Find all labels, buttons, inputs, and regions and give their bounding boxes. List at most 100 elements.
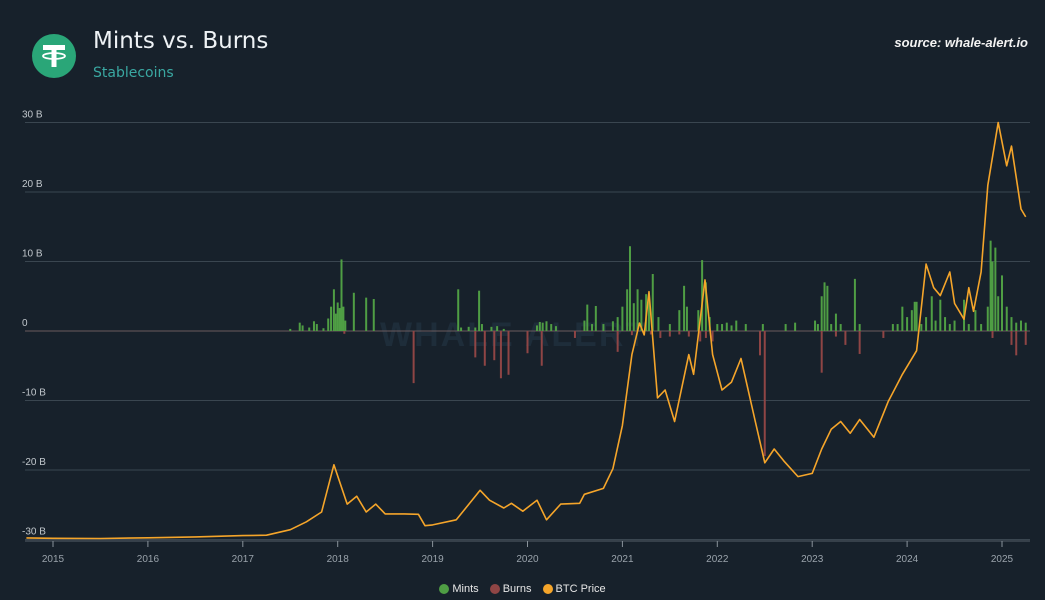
mint-bar bbox=[496, 326, 499, 331]
mint-bar bbox=[365, 297, 368, 331]
mint-bar bbox=[322, 328, 325, 331]
x-tick-label: 2017 bbox=[232, 554, 255, 565]
burn-bar bbox=[499, 331, 502, 379]
mint-bar bbox=[308, 327, 311, 331]
mint-bar bbox=[920, 324, 923, 331]
mint-bar bbox=[340, 259, 343, 331]
mint-bar bbox=[668, 324, 671, 331]
source-credit: source: whale-alert.io bbox=[894, 35, 1028, 50]
mint-bar bbox=[834, 313, 837, 331]
mint-bar bbox=[925, 317, 928, 331]
btc-dot-icon bbox=[542, 584, 553, 594]
burn-bar bbox=[1010, 331, 1013, 345]
mint-bar bbox=[906, 317, 909, 331]
burn-bar bbox=[649, 331, 652, 335]
mint-bar bbox=[974, 310, 977, 331]
x-tick-label: 2015 bbox=[42, 554, 65, 565]
mint-bar bbox=[583, 320, 586, 331]
mint-bar bbox=[474, 327, 477, 331]
x-tick-label: 2023 bbox=[801, 554, 824, 565]
mint-bar bbox=[716, 324, 719, 331]
mint-bar bbox=[616, 317, 619, 331]
chart-subtitle: Stablecoins bbox=[93, 65, 174, 81]
legend-item-btc-price[interactable]: BTC Price bbox=[542, 583, 606, 595]
burn-bar bbox=[1015, 331, 1018, 356]
y-tick-label: 10 B bbox=[22, 249, 43, 260]
legend-item-mints[interactable]: Mints bbox=[439, 583, 479, 595]
mint-bar bbox=[586, 304, 589, 331]
burn-bar bbox=[820, 331, 823, 373]
burn-bar bbox=[668, 331, 671, 337]
burn-bar bbox=[526, 331, 529, 354]
mint-bar bbox=[967, 324, 970, 331]
mint-bar bbox=[939, 299, 942, 331]
mint-bar bbox=[994, 247, 997, 331]
mint-bar bbox=[683, 285, 686, 331]
y-tick-label: 20 B bbox=[22, 179, 43, 190]
mint-bar bbox=[678, 310, 681, 331]
mint-bar bbox=[480, 324, 483, 331]
burn-bar bbox=[699, 331, 702, 342]
mint-bar bbox=[1015, 322, 1018, 331]
mint-bar bbox=[915, 301, 918, 331]
mint-bar bbox=[858, 324, 861, 331]
legend-item-burns[interactable]: Burns bbox=[489, 583, 531, 595]
mint-bar bbox=[545, 321, 548, 331]
mint-bar bbox=[891, 324, 894, 331]
mint-bar bbox=[853, 278, 856, 331]
mint-bar bbox=[910, 310, 913, 331]
burn-bar bbox=[711, 331, 714, 342]
tether-logo-icon bbox=[32, 34, 76, 78]
mint-bar bbox=[344, 320, 347, 331]
mint-bar bbox=[535, 325, 538, 331]
mint-bar bbox=[980, 324, 983, 331]
burn-bar bbox=[991, 331, 994, 338]
mint-bar bbox=[611, 321, 614, 331]
watermark: WHALE ALERT bbox=[380, 316, 649, 354]
x-tick-label: 2016 bbox=[137, 554, 160, 565]
mint-bar bbox=[948, 324, 951, 331]
mint-bar bbox=[330, 306, 333, 331]
mint-bar bbox=[1001, 275, 1003, 331]
mint-bar bbox=[538, 321, 541, 331]
mint-bar bbox=[794, 322, 797, 331]
burn-bar bbox=[483, 331, 486, 366]
mint-bar bbox=[626, 289, 629, 331]
mint-bar bbox=[997, 296, 1000, 331]
mint-bar bbox=[342, 306, 345, 331]
burn-bar bbox=[704, 331, 707, 338]
burns-dot-icon bbox=[489, 584, 500, 594]
mint-bar bbox=[991, 261, 994, 331]
mint-bar bbox=[554, 326, 557, 331]
y-tick-label: -30 B bbox=[22, 527, 46, 538]
burn-bar bbox=[687, 331, 690, 337]
mint-bar bbox=[502, 328, 505, 331]
burn-bar bbox=[858, 331, 861, 354]
mint-bar bbox=[338, 308, 341, 331]
y-tick-label: 30 B bbox=[22, 110, 43, 121]
mint-bar bbox=[640, 299, 643, 331]
mint-bar bbox=[839, 324, 842, 331]
mint-bar bbox=[298, 322, 301, 331]
mint-bar bbox=[913, 301, 916, 331]
burn-bar bbox=[759, 331, 762, 356]
mint-bar bbox=[301, 325, 304, 331]
mint-bar bbox=[457, 289, 460, 331]
burn-bar bbox=[763, 331, 766, 457]
burn-bar bbox=[493, 331, 496, 361]
mint-bar bbox=[896, 324, 899, 331]
mint-bar bbox=[986, 306, 989, 331]
burn-bar bbox=[678, 331, 681, 335]
mint-bar bbox=[830, 324, 833, 331]
legend-label: BTC Price bbox=[555, 583, 606, 595]
mint-bar bbox=[735, 320, 738, 331]
mint-bar bbox=[372, 299, 375, 331]
mint-bar bbox=[934, 320, 937, 331]
mint-bar bbox=[721, 324, 724, 331]
mint-bar bbox=[352, 292, 355, 331]
mint-bar bbox=[647, 296, 650, 331]
mint-bar bbox=[336, 302, 339, 331]
mint-bar bbox=[594, 305, 597, 331]
mint-bar bbox=[478, 290, 481, 331]
mint-bar bbox=[685, 306, 688, 331]
